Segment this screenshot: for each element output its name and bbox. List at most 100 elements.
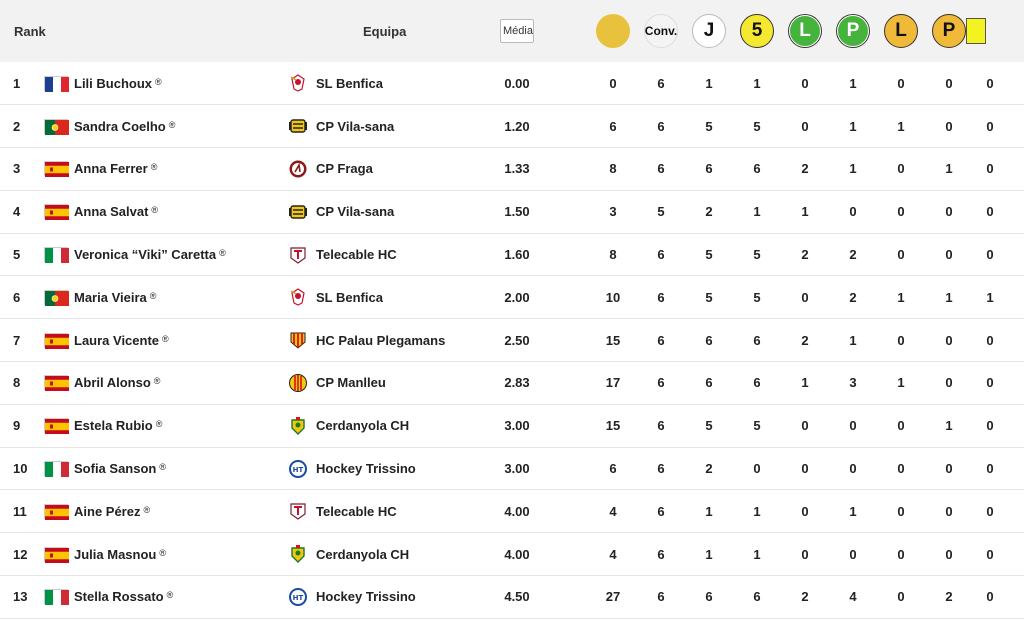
stat-cell-7: 0	[897, 332, 905, 348]
stat-cell-2: 6	[657, 75, 665, 91]
stat-cell-5: 0	[801, 289, 809, 305]
games-header[interactable]: J	[692, 14, 726, 48]
player-name[interactable]: Sandra Coelho ®	[74, 118, 176, 134]
registered-mark: ®	[159, 547, 166, 558]
stat-cell-1: 3	[609, 204, 617, 220]
rank-cell: 10	[13, 461, 28, 477]
trissino-crest-icon: HT	[288, 459, 308, 479]
player-name[interactable]: Aine Pérez ®	[74, 503, 151, 519]
stat-cell-1: 17	[605, 375, 621, 391]
team-name[interactable]: SL Benfica	[316, 289, 383, 305]
table-row[interactable]: 9 Estela Rubio ® Cerdanyola CH 3.00 15 6 5 5 0 0 0 1…	[0, 404, 1024, 448]
rank-header[interactable]: Rank	[14, 23, 46, 39]
stat-cell-1: 0	[609, 75, 617, 91]
goals-against-icon[interactable]	[596, 14, 630, 48]
player-name[interactable]: Maria Vieira ®	[74, 289, 157, 305]
es-flag-icon	[44, 204, 69, 221]
team-name[interactable]: Telecable HC	[316, 503, 397, 519]
team-name[interactable]: Hockey Trissino	[316, 589, 416, 605]
stat-cell-9: 0	[986, 247, 994, 263]
player-name[interactable]: Sofia Sanson ®	[74, 461, 166, 477]
orange-l-header[interactable]: L	[884, 14, 918, 48]
player-name[interactable]: Abril Alonso ®	[74, 375, 161, 391]
team-name[interactable]: Telecable HC	[316, 247, 397, 263]
media-cell: 1.50	[504, 204, 530, 220]
player-name[interactable]: Anna Salvat ®	[74, 204, 159, 220]
stat-cell-7: 0	[897, 204, 905, 220]
stat-cell-3: 2	[705, 204, 713, 220]
stat-cell-4: 5	[753, 418, 761, 434]
pt-flag-icon	[44, 289, 69, 306]
table-row[interactable]: 12 Julia Masnou ® Cerdanyola CH 4.00 4 6 1 1 0 0 0 0…	[0, 533, 1024, 576]
player-name[interactable]: Stella Rossato ®	[74, 589, 174, 605]
player-name[interactable]: Lili Buchoux ®	[74, 75, 162, 91]
team-name[interactable]: Cerdanyola CH	[316, 418, 410, 434]
green-p-header[interactable]: P	[837, 15, 869, 47]
team-name[interactable]: CP Manlleu	[316, 375, 386, 391]
player-name[interactable]: Julia Masnou ®	[74, 546, 166, 562]
stat-cell-10: 0	[1014, 362, 1024, 405]
team-cell: CP Vila-sana	[280, 190, 486, 233]
five-header[interactable]: 5	[740, 14, 774, 48]
player-name[interactable]: Estela Rubio ®	[74, 418, 163, 434]
team-name[interactable]: HC Palau Plegamans	[316, 332, 446, 348]
team-name[interactable]: CP Vila-sana	[316, 204, 395, 220]
player-name[interactable]: Anna Ferrer ®	[74, 161, 158, 177]
table-row[interactable]: 13 Stella Rossato ® HT Hockey Trissino 4.50 27…	[0, 576, 1024, 619]
table-row[interactable]: 2 Sandra Coelho ® CP Vila-sana 1.20 6 6 5 5 0 1 1 0 0…	[0, 105, 1024, 148]
yellow-card-icon[interactable]	[966, 18, 986, 44]
stat-cell-9: 0	[986, 75, 994, 91]
convocations-header[interactable]: Conv.	[644, 14, 678, 48]
rank-cell: 3	[13, 161, 21, 177]
team-header[interactable]: Equipa	[363, 23, 407, 39]
stat-cell-8: 0	[945, 75, 953, 91]
stat-cell-5: 0	[801, 418, 809, 434]
table-row[interactable]: 10 Sofia Sanson ® HT Hockey Trissino 3.00 6 6 2 0…	[0, 447, 1024, 490]
green-l-header[interactable]: L	[789, 15, 821, 47]
rank-cell: 9	[13, 418, 21, 434]
team-name[interactable]: CP Fraga	[316, 161, 373, 177]
stat-cell-5: 1	[801, 375, 809, 391]
stat-cell-2: 6	[657, 375, 665, 391]
team-cell: HC Palau Plegamans	[280, 319, 486, 362]
team-name[interactable]: Hockey Trissino	[316, 461, 416, 477]
stat-cell-10: 0	[1014, 404, 1024, 447]
telecable-crest-icon	[288, 245, 308, 265]
stat-cell-9: 1	[986, 289, 994, 305]
player-name[interactable]: Laura Vicente ®	[74, 332, 169, 348]
table-row[interactable]: 7 Laura Vicente ® HC Palau Plegamans 2.50 15 6…	[0, 319, 1024, 362]
stat-cell-6: 1	[849, 332, 857, 348]
stat-cell-10: 1	[1014, 576, 1024, 619]
player-cell: Lili Buchoux ®	[44, 62, 280, 105]
orange-p-header[interactable]: P	[932, 14, 966, 48]
stat-cell-7: 1	[897, 118, 905, 134]
stat-cell-8: 0	[945, 503, 953, 519]
table-row[interactable]: 1 Lili Buchoux® SL Benfica 0.00 0 6 1 1 0 1 0 0 0 0	[0, 62, 1024, 105]
table-row[interactable]: 8 Abril Alonso® CP Manlleu 2.83 17 6 6 6 1 3 1 0 0 0	[0, 362, 1024, 405]
palau-crest-icon	[288, 330, 308, 350]
table-row[interactable]: 4 Anna Salvat® CP Vila-sana 1.50 3 5 2 1 1 0 0 0 0 0	[0, 190, 1024, 234]
stat-cell-6: 2	[849, 289, 857, 305]
stat-cell-4: 6	[753, 332, 761, 348]
stat-cell-2: 6	[657, 461, 665, 477]
media-header[interactable]: Média	[500, 19, 534, 43]
rank-cell: 1	[13, 75, 21, 91]
table-row[interactable]: 5 Veronica “Viki” Caretta ® Telecable HC 1.6…	[0, 233, 1024, 276]
stat-cell-4: 6	[753, 589, 761, 605]
player-name[interactable]: Veronica “Viki” Caretta ®	[74, 247, 226, 263]
player-cell: Sofia Sanson ®	[44, 447, 280, 490]
stat-cell-1: 27	[605, 589, 621, 605]
team-name[interactable]: SL Benfica	[316, 75, 383, 91]
stat-cell-1: 8	[609, 247, 617, 263]
team-name[interactable]: CP Vila-sana	[316, 118, 395, 134]
stat-cell-10: 0	[1014, 62, 1024, 105]
stat-cell-9: 0	[986, 375, 994, 391]
stat-cell-7: 0	[897, 247, 905, 263]
stat-cell-4: 6	[753, 375, 761, 391]
table-row[interactable]: 3 Anna Ferrer® CP Fraga 1.33 8 6 6 6 2 1 0 1 0 0	[0, 148, 1024, 191]
pt-flag-icon	[44, 118, 69, 135]
media-cell: 2.83	[504, 375, 530, 391]
team-name[interactable]: Cerdanyola CH	[316, 546, 410, 562]
